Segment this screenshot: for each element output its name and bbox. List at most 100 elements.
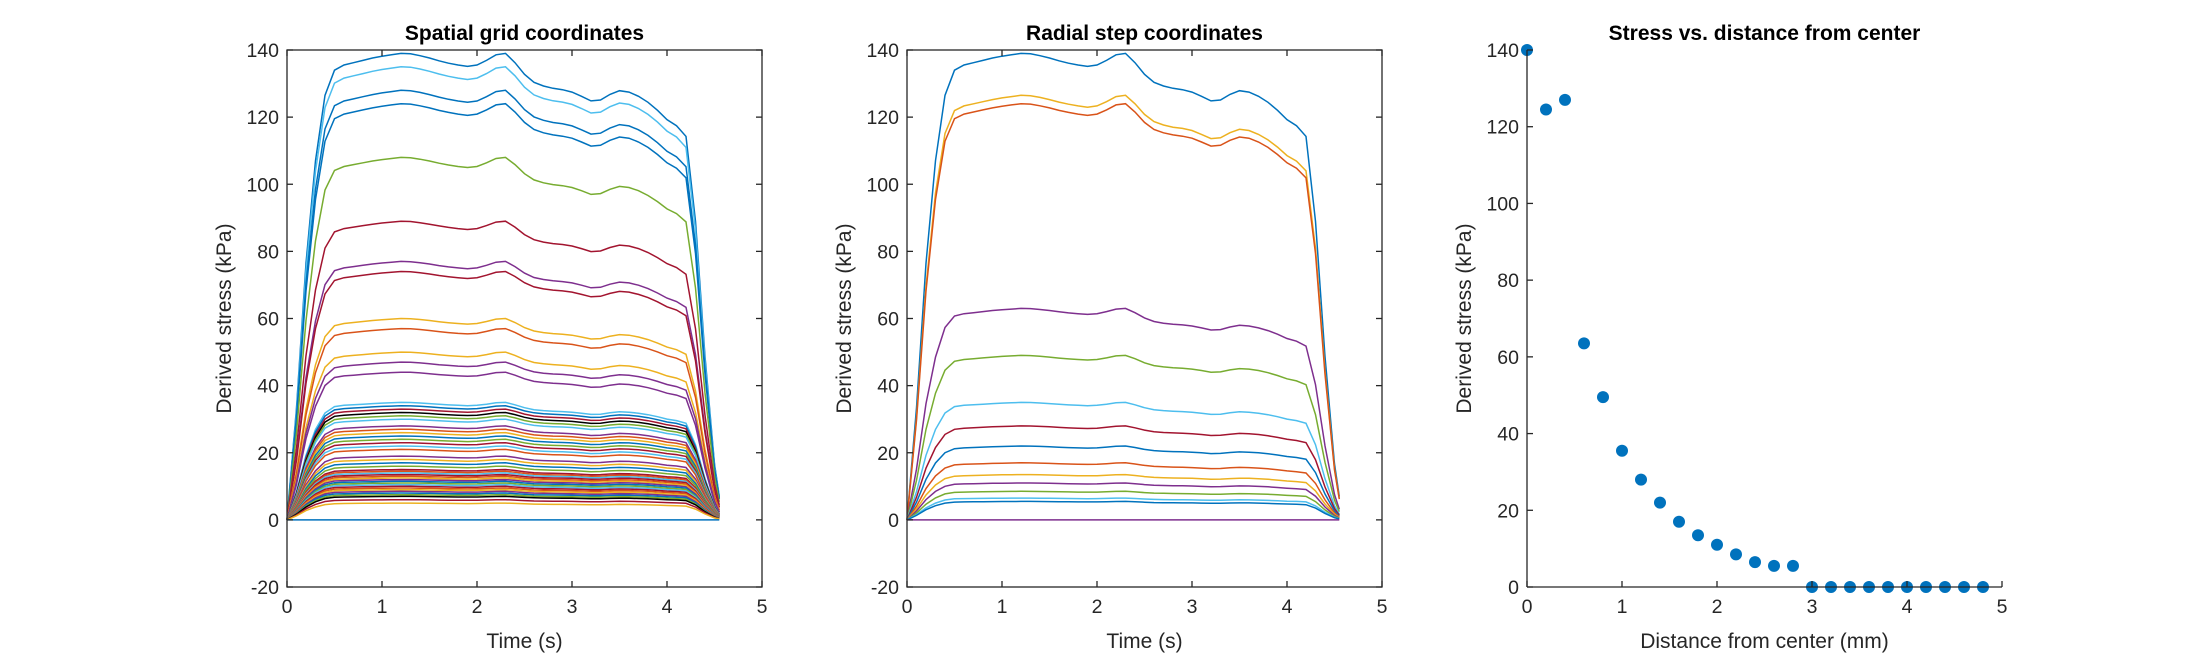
scatter-point (1768, 559, 1780, 572)
x-tick-label: 3 (1187, 596, 1198, 618)
series-line (286, 441, 720, 521)
y-tick-label: 60 (877, 309, 899, 331)
series-line (286, 408, 720, 521)
series-line (286, 260, 721, 521)
series-line (286, 458, 720, 521)
series-line (286, 401, 720, 521)
series-line (906, 94, 1341, 520)
series-line (286, 475, 720, 521)
x-tick-label: 0 (282, 596, 293, 618)
y-tick-label: 140 (246, 40, 279, 62)
chart-title: Spatial grid coordinates (405, 22, 644, 45)
series-line (286, 482, 720, 521)
series-line (906, 102, 1341, 520)
series-line (906, 482, 1340, 521)
panel-stress-vs-distance: Stress vs. distance from center 0 1 2 3 4 5 0 2… (1453, 22, 2008, 653)
series-line (286, 488, 720, 521)
x-tick-label: 0 (1522, 596, 1533, 618)
series-line (286, 448, 720, 521)
series-line (286, 485, 720, 521)
scatter-point (1654, 496, 1666, 509)
series-line (286, 480, 720, 521)
scatter-point (1749, 556, 1761, 569)
y-axis-label: Derived stress (kPa) (1453, 223, 1476, 413)
series-line (286, 425, 720, 521)
series-line (286, 52, 721, 520)
x-tick-label: 5 (1377, 596, 1388, 618)
series-line (286, 478, 720, 521)
series-line (906, 354, 1340, 521)
y-tick-label: 100 (1486, 193, 1519, 215)
series-line (286, 462, 720, 521)
y-axis-label: Derived stress (kPa) (213, 223, 236, 413)
series-line (286, 156, 721, 520)
series-lines-group (906, 52, 1341, 521)
series-line (286, 327, 721, 521)
axes-box (286, 49, 763, 588)
series-line (286, 415, 720, 521)
y-tick-label: 140 (1486, 40, 1519, 62)
series-line (286, 493, 720, 521)
x-tick-label: 1 (997, 596, 1008, 618)
x-axis-label: Distance from center (mm) (1640, 630, 1889, 653)
series-line (286, 66, 721, 520)
series-line (286, 498, 720, 521)
series-line (286, 102, 721, 520)
x-axis-label: Time (s) (1106, 630, 1182, 653)
series-line (906, 425, 1340, 521)
series-line (286, 490, 720, 521)
x-tick-label: 2 (472, 596, 483, 618)
scatter-point (1673, 515, 1685, 528)
x-tick-label: 2 (1712, 596, 1723, 618)
y-tick-label: 40 (877, 376, 899, 398)
scatter-point (1597, 391, 1609, 404)
series-line (906, 497, 1340, 521)
y-tick-label: -20 (251, 577, 279, 599)
x-tick-label: 1 (1617, 596, 1628, 618)
series-line (286, 483, 720, 521)
series-line (286, 428, 720, 521)
scatter-point (1787, 559, 1799, 572)
y-tick-label: 20 (1497, 500, 1519, 522)
series-line (906, 462, 1340, 521)
series-line (286, 371, 720, 521)
series-lines-group (286, 52, 721, 521)
scatter-point (1692, 529, 1704, 542)
series-line (906, 52, 1341, 520)
y-tick-label: -20 (871, 577, 899, 599)
y-axis-label: Derived stress (kPa) (833, 223, 856, 413)
y-tick-label: 40 (257, 376, 279, 398)
scatter-point (1616, 444, 1628, 457)
scatter-point (1730, 548, 1742, 561)
x-tick-label: 0 (902, 596, 913, 618)
y-tick-label: 80 (877, 241, 899, 263)
x-tick-label: 4 (1282, 596, 1293, 618)
series-line (286, 89, 721, 520)
x-tick-label: 3 (567, 596, 578, 618)
series-line (906, 307, 1341, 521)
x-tick-label: 4 (662, 596, 673, 618)
series-line (286, 361, 720, 521)
scatter-point (1711, 538, 1723, 551)
series-line (906, 500, 1340, 521)
series-line (286, 495, 720, 521)
x-tick-label: 1 (377, 596, 388, 618)
series-line (286, 411, 720, 521)
series-line (286, 431, 720, 521)
series-line (286, 317, 721, 521)
series-line (286, 473, 720, 521)
scatter-points-group (1521, 44, 1989, 593)
x-tick-label: 5 (757, 596, 768, 618)
chart-title: Radial step coordinates (1026, 22, 1263, 45)
series-line (286, 351, 720, 521)
series-line (906, 473, 1340, 521)
y-tick-label: 100 (246, 174, 279, 196)
series-line (286, 435, 720, 521)
series-line (286, 492, 720, 521)
y-tick-label: 80 (257, 241, 279, 263)
y-tick-label: 20 (257, 443, 279, 465)
series-line (286, 405, 720, 521)
series-line (286, 465, 720, 521)
